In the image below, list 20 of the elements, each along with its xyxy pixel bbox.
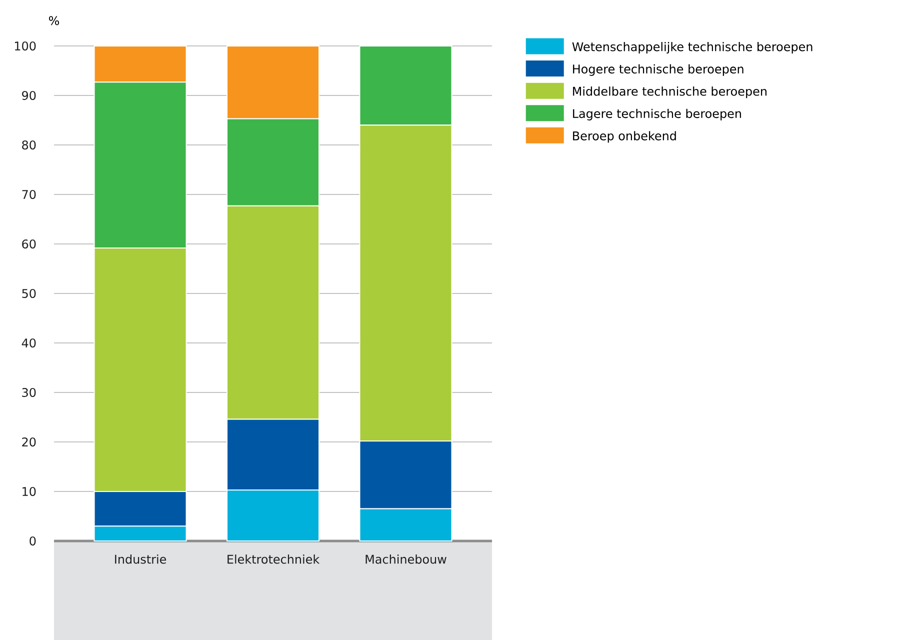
x-tick-label: Elektrotechniek [228,554,320,564]
y-tick-label: 0 [30,536,36,546]
y-tick-label: 60 [22,239,36,249]
y-tick-label: 100 [14,41,36,51]
legend-label: Lagere technische beroepen [573,108,741,120]
x-tick-label: Machinebouw [366,554,446,564]
y-axis-title: % [48,16,60,26]
y-tick-label: 30 [22,388,36,398]
legend-label: Beroep onbekend [573,131,676,143]
y-tick-label: 70 [22,190,36,200]
legend-label: Wetenschappelijke technische beroepen [572,42,812,54]
legend-label: Middelbare technische beroepen [573,86,766,98]
y-tick-label: 10 [22,486,36,496]
y-tick-label: 50 [22,288,36,298]
y-tick-label: 80 [22,140,36,150]
y-tick-label: 40 [22,338,36,348]
x-tick-label: Industrie [115,554,166,564]
y-tick-label: 20 [22,437,36,447]
y-tick-label: 90 [22,90,36,100]
legend-label: Hogere technische beroepen [573,64,744,76]
